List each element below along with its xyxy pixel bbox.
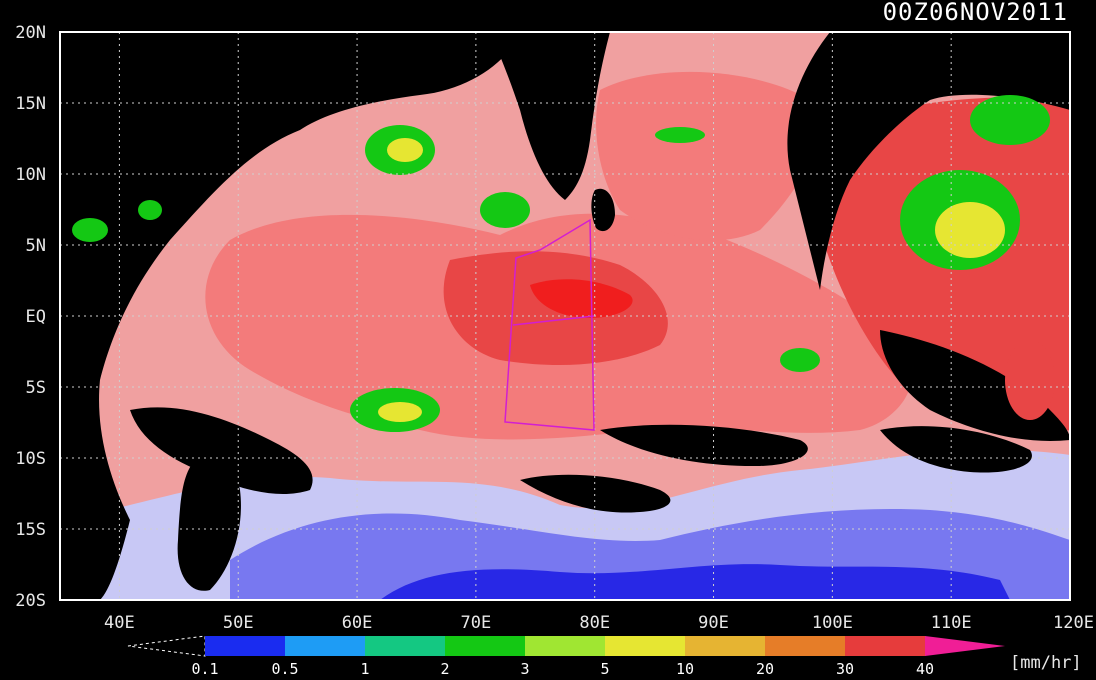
rainfall-field [60, 32, 1070, 600]
latitude-label: 10S [15, 449, 46, 469]
colorbar-segment [445, 636, 526, 656]
cloud-free-gaps-south [130, 407, 1032, 513]
longitude-label: 70E [461, 613, 492, 633]
colorbar-tick-labels: 0.1 0.5 1 2 3 5 10 20 30 40 [191, 660, 934, 678]
convective-cell [480, 192, 530, 228]
land-madagascar [177, 456, 241, 591]
colorbar: 0.1 0.5 1 2 3 5 10 20 30 40 [mm/hr] [127, 635, 1082, 678]
colorbar-tick-label: 5 [600, 660, 609, 678]
longitude-label: 100E [812, 613, 853, 633]
colorbar-segment [285, 636, 366, 656]
colorbar-segment [605, 636, 686, 656]
colorbar-tick-label: 10 [676, 660, 694, 678]
colorbar-tick-label: 1 [360, 660, 369, 678]
land-southeast-asia [787, 32, 1070, 290]
longitude-label: 80E [579, 613, 610, 633]
colorbar-low-arrow [127, 635, 206, 657]
colorbar-unit: [mm/hr] [1010, 653, 1082, 673]
convective-cell [1005, 340, 1055, 420]
colorbar-segment [525, 636, 606, 656]
longitude-label: 110E [931, 613, 972, 633]
map-frame [59, 31, 1071, 601]
convective-cell [138, 200, 162, 220]
colorbar-segment [685, 636, 766, 656]
colorbar-tick-label: 30 [836, 660, 854, 678]
longitude-label: 120E [1053, 613, 1094, 633]
map-title: 00Z06NOV2011 [883, 0, 1068, 26]
colorbar-tick-label: 2 [440, 660, 449, 678]
convective-cell [970, 95, 1050, 145]
longitude-label: 60E [342, 613, 373, 633]
colorbar-segment [765, 636, 846, 656]
latitude-label: 5N [26, 236, 46, 256]
latitude-label: 5S [26, 378, 46, 398]
colorbar-segments [205, 636, 926, 656]
latitude-label: 20S [15, 591, 46, 611]
colorbar-tick-label: 3 [520, 660, 529, 678]
latitude-labels: 20N 15N 10N 5N EQ 5S 10S 15S 20S [15, 23, 46, 611]
warm-zone-mid-north [596, 71, 817, 241]
latitude-label: 10N [15, 165, 46, 185]
colorbar-tick-label: 20 [756, 660, 774, 678]
latitude-label: 15N [15, 94, 46, 114]
longitude-labels: 40E 50E 60E 70E 80E 90E 100E 110E 120E [104, 613, 1094, 633]
region-box-outline [504, 218, 595, 431]
longitude-label: 40E [104, 613, 135, 633]
colorbar-segment [205, 636, 286, 656]
longitude-label: 90E [698, 613, 729, 633]
latitude-label: 20N [15, 23, 46, 43]
convective-cell [780, 348, 820, 372]
convective-cell [935, 202, 1005, 258]
latitude-label: 15S [15, 520, 46, 540]
convective-cell [655, 127, 705, 143]
land-india [490, 32, 610, 200]
cool-zone-deep [380, 564, 1010, 600]
colorbar-segment [845, 636, 926, 656]
colorbar-segment [365, 636, 446, 656]
colorbar-high-arrow [925, 636, 1005, 656]
convective-cell [378, 402, 422, 422]
colorbar-tick-label: 0.5 [271, 660, 298, 678]
lat-lon-grid [60, 32, 1070, 600]
warm-zone-peak [530, 279, 633, 318]
convective-cell [72, 218, 108, 242]
longitude-label: 50E [223, 613, 254, 633]
convective-cells [72, 95, 1055, 432]
latitude-label: EQ [26, 307, 46, 327]
land-sri-lanka [591, 188, 615, 232]
colorbar-tick-label: 0.1 [191, 660, 218, 678]
colorbar-tick-label: 40 [916, 660, 934, 678]
convective-cell [387, 138, 423, 162]
